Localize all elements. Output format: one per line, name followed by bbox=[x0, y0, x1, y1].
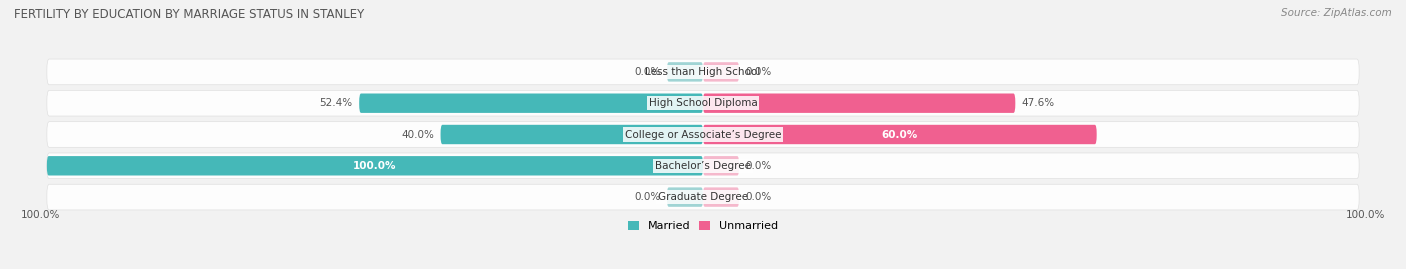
FancyBboxPatch shape bbox=[666, 62, 703, 82]
FancyBboxPatch shape bbox=[359, 94, 703, 113]
Text: High School Diploma: High School Diploma bbox=[648, 98, 758, 108]
Text: College or Associate’s Degree: College or Associate’s Degree bbox=[624, 129, 782, 140]
Text: 100.0%: 100.0% bbox=[353, 161, 396, 171]
FancyBboxPatch shape bbox=[46, 122, 1360, 147]
Text: 40.0%: 40.0% bbox=[401, 129, 434, 140]
Text: 100.0%: 100.0% bbox=[1346, 210, 1385, 220]
FancyBboxPatch shape bbox=[46, 184, 1360, 210]
Text: 0.0%: 0.0% bbox=[634, 67, 661, 77]
Text: 47.6%: 47.6% bbox=[1022, 98, 1054, 108]
Text: 0.0%: 0.0% bbox=[745, 161, 772, 171]
Text: 100.0%: 100.0% bbox=[21, 210, 60, 220]
FancyBboxPatch shape bbox=[703, 94, 1015, 113]
Text: 52.4%: 52.4% bbox=[319, 98, 353, 108]
FancyBboxPatch shape bbox=[703, 125, 1097, 144]
FancyBboxPatch shape bbox=[703, 156, 740, 175]
Text: Source: ZipAtlas.com: Source: ZipAtlas.com bbox=[1281, 8, 1392, 18]
Text: Graduate Degree: Graduate Degree bbox=[658, 192, 748, 202]
Text: Bachelor’s Degree: Bachelor’s Degree bbox=[655, 161, 751, 171]
FancyBboxPatch shape bbox=[666, 187, 703, 207]
FancyBboxPatch shape bbox=[46, 156, 703, 175]
FancyBboxPatch shape bbox=[440, 125, 703, 144]
Text: 60.0%: 60.0% bbox=[882, 129, 918, 140]
Text: 0.0%: 0.0% bbox=[634, 192, 661, 202]
Text: 0.0%: 0.0% bbox=[745, 192, 772, 202]
Text: FERTILITY BY EDUCATION BY MARRIAGE STATUS IN STANLEY: FERTILITY BY EDUCATION BY MARRIAGE STATU… bbox=[14, 8, 364, 21]
FancyBboxPatch shape bbox=[46, 59, 1360, 85]
Text: Less than High School: Less than High School bbox=[645, 67, 761, 77]
Legend: Married, Unmarried: Married, Unmarried bbox=[623, 217, 783, 236]
FancyBboxPatch shape bbox=[703, 187, 740, 207]
FancyBboxPatch shape bbox=[46, 90, 1360, 116]
Text: 0.0%: 0.0% bbox=[745, 67, 772, 77]
FancyBboxPatch shape bbox=[703, 62, 740, 82]
FancyBboxPatch shape bbox=[46, 153, 1360, 179]
